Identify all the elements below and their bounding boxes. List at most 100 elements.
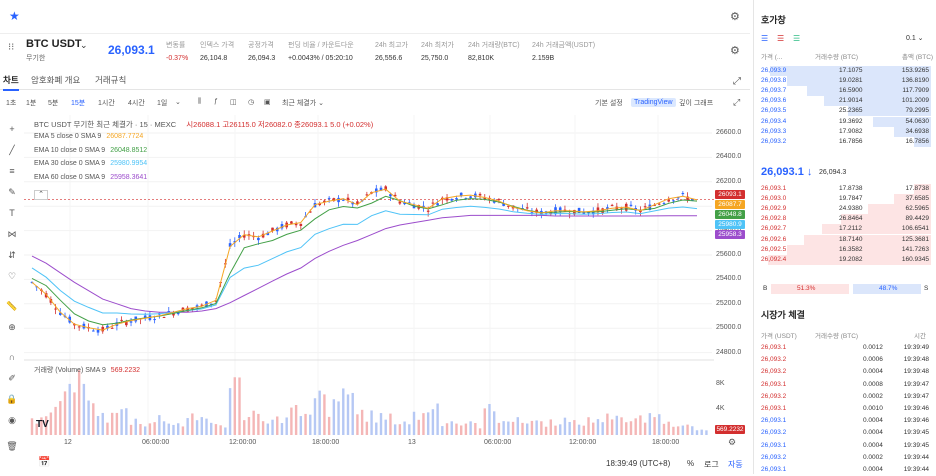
volume-bar <box>488 403 491 435</box>
pattern-icon[interactable]: ⋈ <box>7 229 17 239</box>
trade-row: 26,093.1 0.0004 19:39:44 <box>761 464 931 476</box>
fullscreen-icon[interactable]: ⤢ <box>733 76 741 87</box>
interval-1d[interactable]: 1일 <box>157 100 168 107</box>
trade-amount: 0.0012 <box>863 344 883 351</box>
ob-amount: 26.8464 <box>839 215 863 223</box>
orderbook-row[interactable]: 26,093.9 17.1075 153.9265 <box>761 66 931 76</box>
volume-bar <box>492 411 496 435</box>
symbol-name[interactable]: BTC USDT <box>26 38 82 50</box>
trade-row: 26,093.1 0.0012 19:39:49 <box>761 342 931 354</box>
percent-toggle[interactable]: % <box>687 459 695 468</box>
orderbook-row[interactable]: 26,093.0 19.7847 37.6585 <box>761 194 931 205</box>
tab-chart[interactable]: 차트 <box>3 75 19 91</box>
tab-crypto-overview[interactable]: 암호화폐 개요 <box>31 75 81 85</box>
visibility-eye-icon[interactable]: ◉ <box>8 415 16 425</box>
orderbook-row[interactable]: 26,092.9 24.9380 62.5965 <box>761 204 931 215</box>
price-source-select[interactable]: 최근 체결가 ⌄ <box>282 100 324 107</box>
interval-15m[interactable]: 15분 <box>71 100 86 107</box>
zoom-in-icon[interactable]: ⊕ <box>8 322 16 332</box>
trash-icon[interactable]: 🗑 <box>6 441 18 451</box>
ob-total: 160.9345 <box>901 255 929 263</box>
view-bids-icon[interactable]: ☰ <box>793 34 801 43</box>
settings-sliders-icon[interactable]: ⚙ <box>730 11 740 23</box>
tab-trading-rules[interactable]: 거래규칙 <box>95 75 127 85</box>
volume-bar <box>346 394 350 435</box>
trade-amount: 0.0004 <box>863 417 883 425</box>
ob-price: 26,093.0 <box>761 195 787 203</box>
trendline-icon[interactable]: ╱ <box>9 145 15 155</box>
orderbook-row[interactable]: 26,093.1 17.8738 17.8738 <box>761 184 931 194</box>
time-tick-label: 13 <box>408 439 416 446</box>
ruler-icon[interactable]: 📏 <box>6 301 18 311</box>
horizontal-lines-icon[interactable]: ≡ <box>9 166 15 176</box>
view-both-icon[interactable]: ☰ <box>761 34 769 43</box>
candle-body <box>143 315 147 319</box>
orderbook-row[interactable]: 26,092.6 18.7140 125.3681 <box>761 234 931 245</box>
candle-body <box>549 212 553 215</box>
view-asks-icon[interactable]: ☰ <box>777 34 785 43</box>
orderbook-row[interactable]: 26,092.4 19.2082 160.9345 <box>761 254 931 265</box>
orderbook-row[interactable]: 26,092.7 17.2112 106.6541 <box>761 224 931 235</box>
depth-chart-button[interactable]: 깊이 그래프 <box>679 100 714 107</box>
volume-bar <box>596 419 600 435</box>
snapshot-icon[interactable]: ▣ <box>264 99 271 106</box>
magnet-icon[interactable]: ∩ <box>8 352 16 362</box>
ob-price: 26,092.7 <box>761 225 787 233</box>
drag-handle-icon[interactable]: ⁝⁝ <box>8 42 15 53</box>
crosshair-icon[interactable]: + <box>9 124 15 134</box>
orderbook-row[interactable]: 26,093.4 19.3692 54.0630 <box>761 116 931 127</box>
orderbook-row[interactable]: 26,093.2 16.7856 16.7856 <box>761 136 931 147</box>
favorite-star-icon[interactable]: ★ <box>9 9 20 23</box>
orderbook-row[interactable]: 26,093.6 21.9014 101.2009 <box>761 96 931 107</box>
tradingview-button[interactable]: TradingView <box>631 98 676 107</box>
auto-scale-toggle[interactable]: 자동 <box>728 460 743 469</box>
orderbook-row[interactable]: 26,093.8 19.0281 136.8190 <box>761 76 931 87</box>
interval-1h[interactable]: 1시간 <box>98 100 115 107</box>
orderbook-row[interactable]: 26,092.5 16.3582 141.7263 <box>761 244 931 255</box>
interval-4h[interactable]: 4시간 <box>128 100 145 107</box>
expand-chart-icon[interactable]: ⤢ <box>733 97 741 107</box>
volume-bar <box>370 410 373 435</box>
stat-label: 24h 거래금액(USDT) <box>532 42 596 49</box>
brush-icon[interactable]: ✎ <box>8 187 16 197</box>
trade-time: 19:39:49 <box>903 344 929 351</box>
orderbook-row[interactable]: 26,093.5 25.2365 79.2995 <box>761 106 931 117</box>
trade-price: 26,093.1 <box>761 417 787 425</box>
symbol-dropdown-chevron-icon[interactable]: ⌄ <box>80 40 88 50</box>
orderbook-row[interactable]: 26,093.3 17.9082 34.6938 <box>761 126 931 137</box>
orderbook-row[interactable]: 26,093.7 16.5900 117.7909 <box>761 86 931 97</box>
top-bar <box>0 0 750 34</box>
interval-dropdown-icon[interactable]: ⌄ <box>175 99 181 106</box>
volume-bar <box>158 415 161 435</box>
candle-body <box>299 223 303 226</box>
compare-icon[interactable]: ◫ <box>230 99 237 106</box>
precision-select[interactable]: 0.1 ⌄ <box>906 35 924 42</box>
lock-icon[interactable]: 🔒 <box>6 394 18 404</box>
indicators-icon[interactable]: ƒ <box>214 98 218 105</box>
price-chart[interactable]: TV <box>24 115 714 437</box>
stat-value: 2.159B <box>532 55 555 62</box>
interval-1m[interactable]: 1분 <box>26 100 37 107</box>
text-tool-icon[interactable]: T <box>9 208 15 218</box>
lock-drawings-icon[interactable]: ✐ <box>8 373 16 383</box>
alert-icon[interactable]: ◷ <box>248 99 255 106</box>
trade-price: 26,093.2 <box>761 429 787 437</box>
candle-style-icon[interactable]: ⫼ <box>198 98 202 105</box>
collapse-legend-icon[interactable]: ⌃ <box>34 190 48 200</box>
interval-1s[interactable]: 1초 <box>6 100 17 107</box>
favorite-heart-icon[interactable]: ♡ <box>7 271 17 281</box>
basic-view-button[interactable]: 기본 설정 <box>595 100 623 107</box>
layout-settings-icon[interactable]: ⚙ <box>730 45 740 57</box>
interval-5m[interactable]: 5분 <box>48 100 59 107</box>
clock-timezone[interactable]: 18:39:49 (UTC+8) <box>606 459 671 468</box>
time-axis[interactable]: 12 06:00:00 12:00:00 18:00:00 13 06:00:00 12:0… <box>24 437 714 449</box>
trade-amount: 0.0004 <box>863 466 883 473</box>
measure-icon[interactable]: ⇵ <box>8 250 16 260</box>
calendar-icon[interactable]: 📅 <box>38 457 51 468</box>
buy-sell-ratio: B 51.3% 48.7% S <box>761 284 931 294</box>
chart-settings-gear-icon[interactable]: ⚙ <box>728 437 737 447</box>
candle-body <box>398 201 402 204</box>
volume-bar <box>592 422 595 435</box>
orderbook-row[interactable]: 26,092.8 26.8464 89.4429 <box>761 214 931 225</box>
log-toggle[interactable]: 로그 <box>704 460 719 469</box>
